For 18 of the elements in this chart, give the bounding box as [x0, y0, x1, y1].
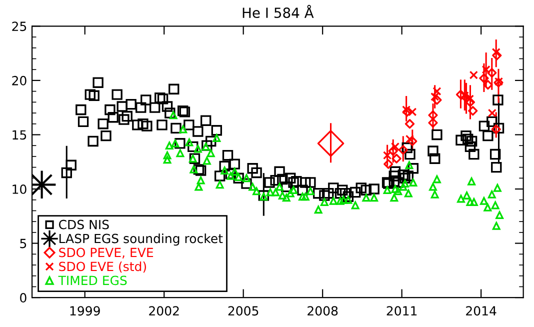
y-tick-label: 20: [12, 76, 26, 86]
x-tick-label: 2014: [466, 306, 496, 316]
legend-label: TIMED EGS: [58, 276, 127, 286]
y-tick-label: 10: [12, 184, 26, 194]
y-tick-label: 15: [12, 130, 26, 140]
y-tick-label: 5: [20, 238, 26, 248]
y-tick-label: 25: [12, 22, 26, 32]
legend-label: CDS NIS: [58, 220, 109, 230]
x-tick-label: 1999: [70, 306, 100, 316]
x-tick-label: 2005: [228, 306, 258, 316]
chart-title: He I 584 Å: [242, 4, 314, 18]
x-tick-label: 2002: [149, 306, 179, 316]
x-tick-label: 2008: [308, 306, 338, 316]
legend-label: SDO PEVE, EVE: [59, 248, 154, 258]
legend-label: SDO EVE (std): [59, 262, 146, 273]
y-tick-label: 0: [20, 293, 26, 302]
legend-label: LASP EGS sounding rocket: [60, 234, 223, 246]
x-tick-label: 2011: [386, 306, 417, 316]
